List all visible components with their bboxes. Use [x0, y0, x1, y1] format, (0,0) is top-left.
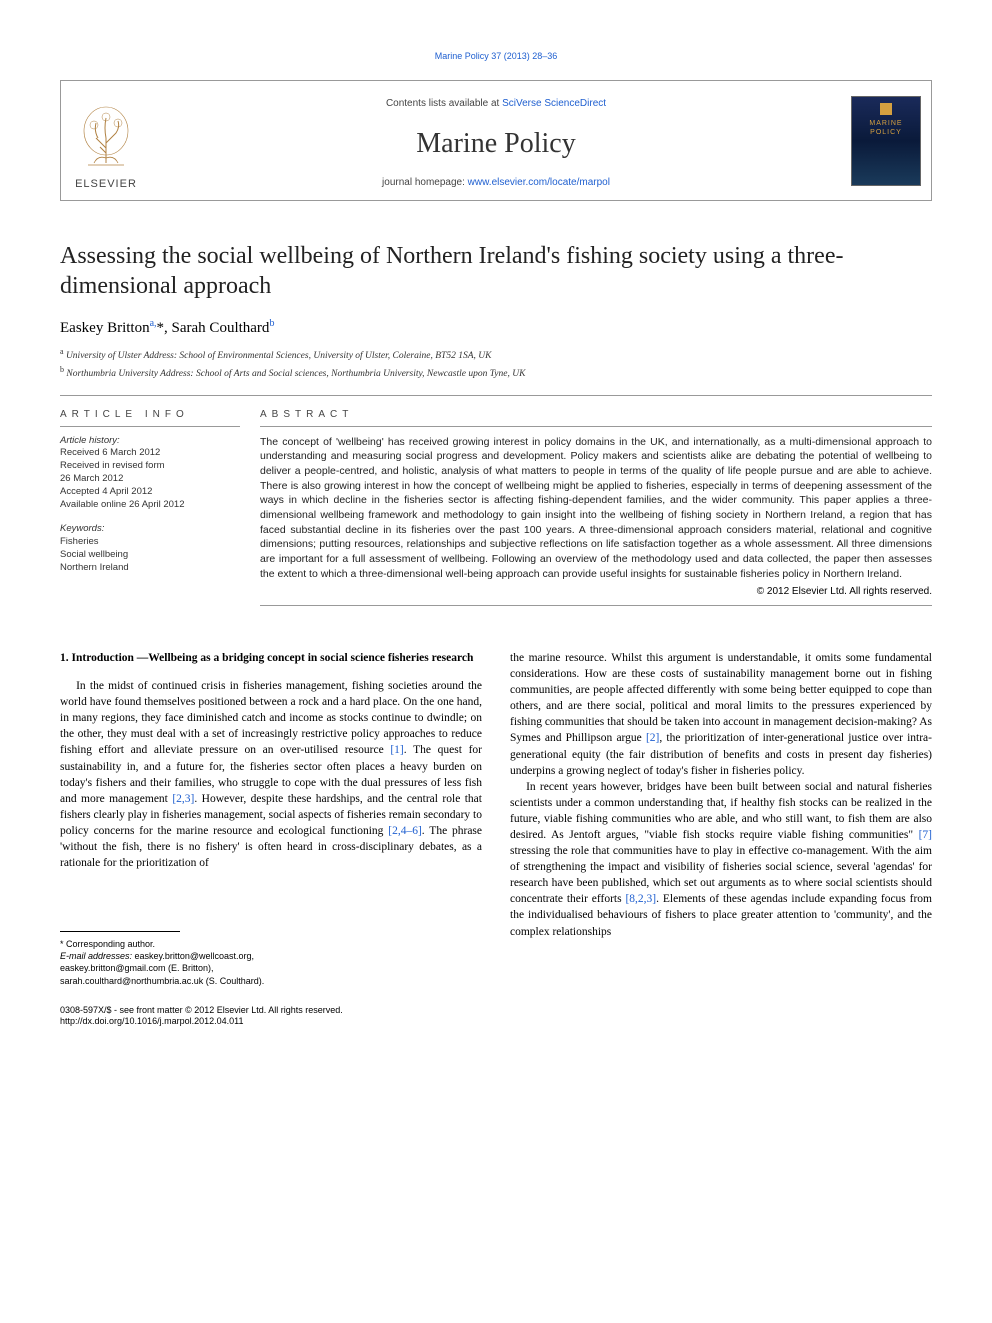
elsevier-tree-icon — [76, 103, 136, 173]
divider — [260, 426, 932, 427]
keyword-1: Fisheries — [60, 536, 99, 547]
running-header: Marine Policy 37 (2013) 28–36 — [60, 50, 932, 62]
body-two-column: 1. Introduction —Wellbeing as a bridging… — [60, 650, 932, 987]
author-1-corr-ast: * — [157, 320, 165, 336]
body-paragraph: In recent years however, bridges have be… — [510, 779, 932, 940]
citation-link[interactable]: [8,2,3] — [625, 893, 656, 905]
abstract-copyright: © 2012 Elsevier Ltd. All rights reserved… — [260, 585, 932, 599]
abstract-label: ABSTRACT — [260, 408, 932, 422]
body-left-column: 1. Introduction —Wellbeing as a bridging… — [60, 650, 482, 987]
revised-line2: 26 March 2012 — [60, 473, 123, 484]
keyword-2: Social wellbeing — [60, 549, 128, 560]
email-2: easkey.britton@gmail.com (E. Britton), — [60, 963, 214, 973]
authors-line: Easkey Brittona,*, Sarah Coulthardb — [60, 317, 932, 338]
body-paragraph: In the midst of continued crisis in fish… — [60, 678, 482, 871]
body-text: the marine resource. Whilst this argumen… — [510, 652, 932, 744]
cover-title-line2: POLICY — [870, 128, 902, 137]
publisher-logo-block: ELSEVIER — [61, 81, 151, 200]
accepted-date: Accepted 4 April 2012 — [60, 486, 152, 497]
author-separator: , — [164, 320, 172, 336]
affiliation-a-text: University of Ulster Address: School of … — [66, 351, 492, 361]
revised-line1: Received in revised form — [60, 460, 165, 471]
journal-name: Marine Policy — [161, 125, 831, 163]
author-1-name: Easkey Britton — [60, 320, 150, 336]
abstract-text: The concept of 'wellbeing' has received … — [260, 435, 932, 582]
citation-link[interactable]: [2] — [646, 732, 659, 744]
abstract-column: ABSTRACT The concept of 'wellbeing' has … — [260, 396, 932, 606]
contents-prefix: Contents lists available at — [386, 98, 502, 109]
keywords-title: Keywords: — [60, 523, 104, 534]
article-history-title: Article history: — [60, 435, 120, 446]
author-1-affil-sup: a, — [150, 318, 157, 329]
footer-left: 0308-597X/$ - see front matter © 2012 El… — [60, 1005, 482, 1028]
keyword-3: Northern Ireland — [60, 562, 129, 573]
body-paragraph: the marine resource. Whilst this argumen… — [510, 650, 932, 779]
homepage-prefix: journal homepage: — [382, 177, 468, 188]
issn-line: 0308-597X/$ - see front matter © 2012 El… — [60, 1005, 482, 1017]
body-right-column: the marine resource. Whilst this argumen… — [510, 650, 932, 987]
author-2-name: Sarah Coulthard — [172, 320, 270, 336]
contents-line: Contents lists available at SciVerse Sci… — [161, 97, 831, 111]
citation-link[interactable]: [2,4–6] — [388, 825, 422, 837]
email-addresses: E-mail addresses: easkey.britton@wellcoa… — [60, 950, 482, 986]
elsevier-wordmark: ELSEVIER — [75, 177, 137, 192]
email-label: E-mail addresses: — [60, 951, 132, 961]
affiliation-b-text: Northumbria University Address: School o… — [66, 369, 525, 379]
keywords-block: Keywords: Fisheries Social wellbeing Nor… — [60, 523, 240, 574]
affiliation-b: b Northumbria University Address: School… — [60, 364, 932, 381]
footnotes: * Corresponding author. E-mail addresses… — [60, 938, 482, 987]
cover-title-line1: MARINE — [869, 119, 902, 128]
email-1: easkey.britton@wellcoast.org, — [132, 951, 254, 961]
citation-link[interactable]: [7] — [919, 829, 932, 841]
body-text: In recent years however, bridges have be… — [510, 781, 932, 841]
article-info-column: ARTICLE INFO Article history: Received 6… — [60, 396, 260, 606]
author-2-affil-sup: b — [269, 318, 274, 329]
journal-cover-thumbnail: MARINE POLICY — [851, 96, 921, 186]
divider — [260, 605, 932, 606]
footnote-separator — [60, 931, 180, 932]
citation-link[interactable]: [2,3] — [172, 793, 194, 805]
corresponding-author-note: * Corresponding author. — [60, 938, 482, 950]
journal-header: ELSEVIER Contents lists available at Sci… — [60, 80, 932, 201]
journal-header-center: Contents lists available at SciVerse Sci… — [151, 81, 841, 200]
doi-line: http://dx.doi.org/10.1016/j.marpol.2012.… — [60, 1016, 482, 1028]
divider — [60, 426, 240, 427]
online-date: Available online 26 April 2012 — [60, 499, 184, 510]
citation-link[interactable]: [1] — [390, 744, 403, 756]
journal-cover-block: MARINE POLICY — [841, 81, 931, 200]
article-history-block: Article history: Received 6 March 2012 R… — [60, 435, 240, 512]
received-date: Received 6 March 2012 — [60, 447, 160, 458]
section-1-heading: 1. Introduction —Wellbeing as a bridging… — [60, 650, 482, 666]
article-title: Assessing the social wellbeing of Northe… — [60, 241, 932, 301]
affiliation-a: a University of Ulster Address: School o… — [60, 346, 932, 363]
sciencedirect-link[interactable]: SciVerse ScienceDirect — [502, 98, 606, 109]
affiliations: a University of Ulster Address: School o… — [60, 346, 932, 381]
homepage-line: journal homepage: www.elsevier.com/locat… — [161, 176, 831, 190]
footer-right — [510, 1005, 932, 1028]
page-footer: 0308-597X/$ - see front matter © 2012 El… — [60, 1005, 932, 1028]
article-info-label: ARTICLE INFO — [60, 408, 240, 422]
homepage-link[interactable]: www.elsevier.com/locate/marpol — [468, 177, 610, 188]
cover-globe-icon — [880, 103, 892, 115]
email-3: sarah.coulthard@northumbria.ac.uk (S. Co… — [60, 976, 264, 986]
